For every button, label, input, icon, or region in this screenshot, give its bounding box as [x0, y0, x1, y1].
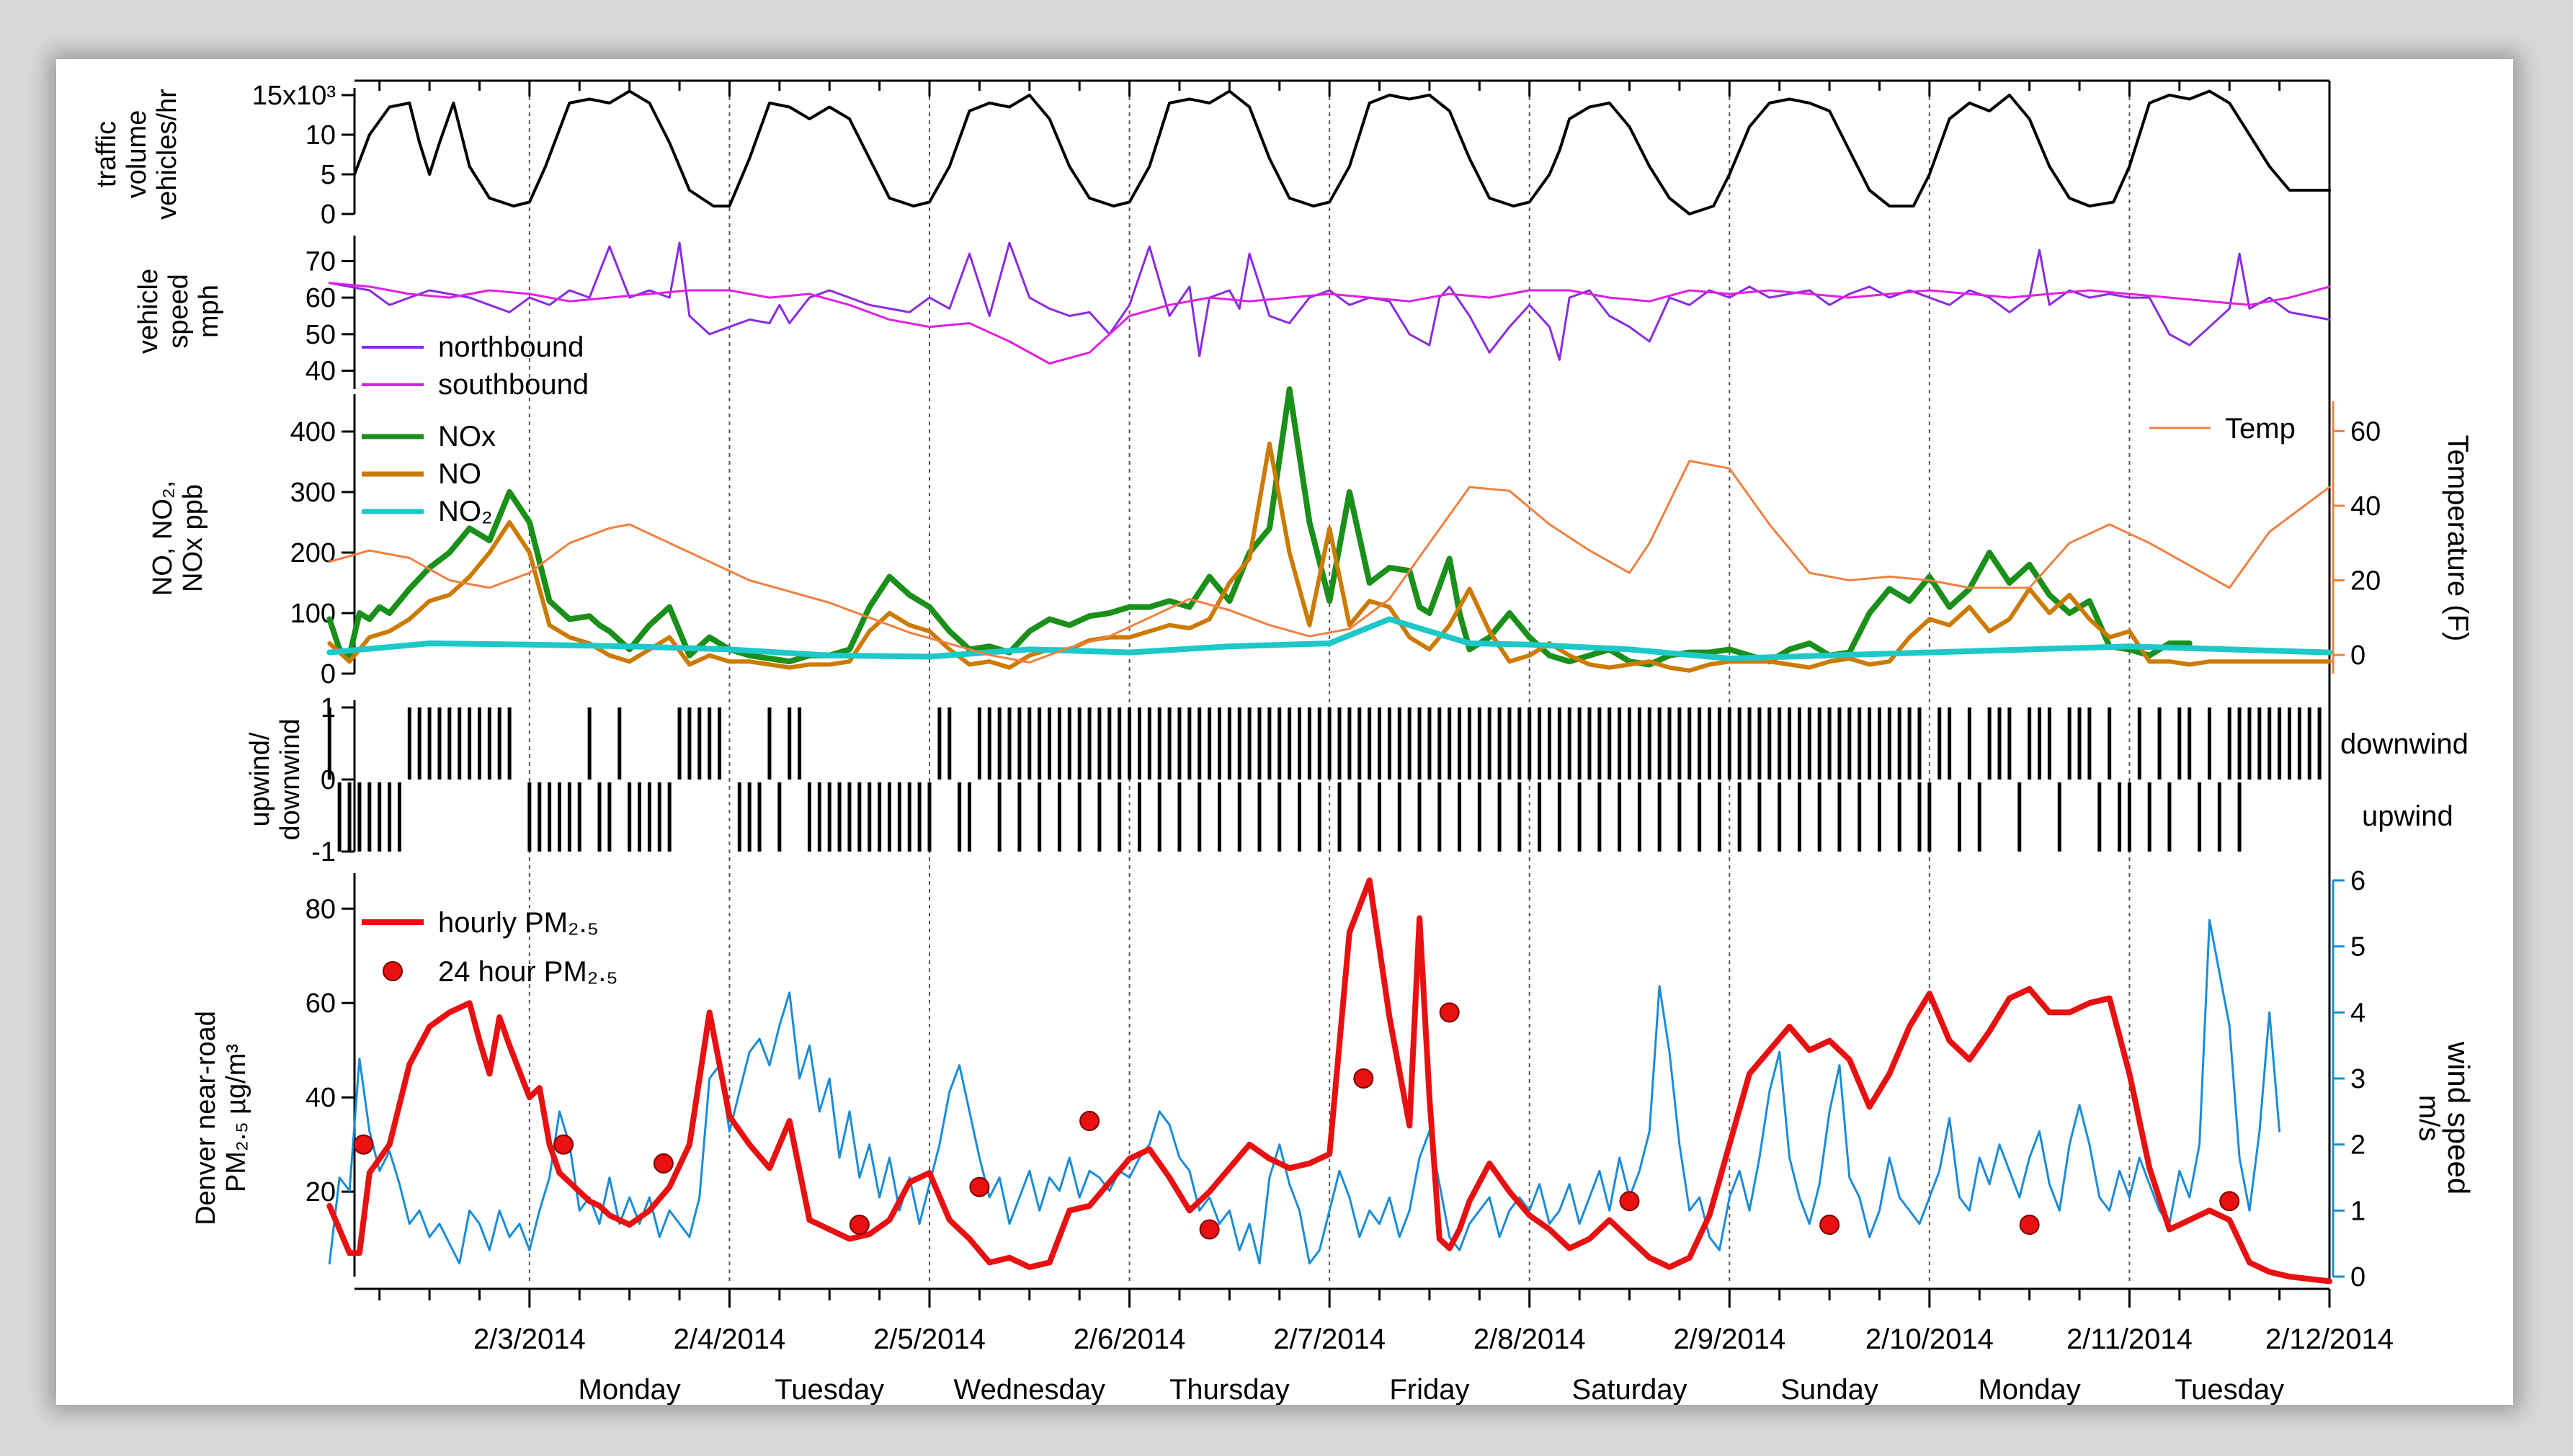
- daily-pm-marker: [2219, 1191, 2240, 1212]
- hourly-pm-line: [326, 877, 2332, 1285]
- speed-ylabel: mph: [194, 285, 224, 338]
- day-label: Sunday: [1780, 1374, 1878, 1405]
- wind-speed-unit: m/s: [2413, 1095, 2445, 1141]
- y-tick-label: 0: [321, 765, 336, 795]
- x-tick-label: 2/6/2014: [1074, 1323, 1186, 1355]
- nox-line-NOx: [326, 386, 2193, 668]
- y2-tick-label: 2: [2350, 1130, 2365, 1161]
- legend-label-NO₂: NO₂: [438, 496, 493, 527]
- daily-pm-marker: [2019, 1214, 2040, 1235]
- day-label: Thursday: [1169, 1374, 1290, 1405]
- y-tick-label: 300: [290, 478, 336, 508]
- y-tick-label: 50: [306, 320, 336, 350]
- y2-tick-label: 0: [2350, 640, 2365, 671]
- y-tick-label: 200: [290, 538, 336, 568]
- y2-tick-label: 1: [2350, 1196, 2365, 1226]
- legend-label-hourly-pm: hourly PM₂.₅: [438, 907, 599, 939]
- x-tick-label: 2/11/2014: [2066, 1323, 2193, 1355]
- legend-label-southbound: southbound: [438, 369, 589, 401]
- legend-label-daily-pm: 24 hour PM₂.₅: [438, 956, 618, 988]
- traffic-ylabel: vehicles/hr: [152, 89, 182, 220]
- wind-speed-ylabel: wind speed: [2442, 1041, 2476, 1194]
- day-label: Tuesday: [775, 1374, 884, 1405]
- x-tick-label: 2/7/2014: [1273, 1323, 1386, 1355]
- daily-pm-marker: [1199, 1219, 1220, 1240]
- wind-direction-ylabel: downwind: [275, 719, 306, 841]
- nox-ylabel: NO, NO₂,: [148, 481, 178, 596]
- y-tick-label: 15x10³: [252, 81, 336, 111]
- y2-tick-label: 20: [2350, 566, 2381, 597]
- y-tick-label: 20: [306, 1177, 336, 1207]
- y2-tick-label: 40: [2350, 491, 2381, 522]
- nox-line-Temp: [328, 460, 2331, 664]
- day-label: Monday: [579, 1374, 681, 1405]
- x-tick-label: 2/8/2014: [1473, 1323, 1586, 1355]
- day-label: Monday: [1978, 1374, 2080, 1405]
- traffic-ylabel: volume: [122, 110, 152, 199]
- y2-tick-label: 4: [2350, 998, 2365, 1028]
- y2-tick-label: 3: [2350, 1064, 2365, 1094]
- y-tick-label: 70: [306, 246, 336, 277]
- x-tick-label: 2/12/2014: [2265, 1323, 2394, 1355]
- x-tick-label: 2/3/2014: [473, 1323, 586, 1355]
- wind-speed-line: [328, 919, 2281, 1265]
- daily-pm-marker: [1439, 1002, 1460, 1023]
- figure-frame: 2/3/2014 2/4/2014 2/5/2014 2/6/2014 2/7/2014…: [56, 59, 2513, 1405]
- y-tick-label: 5: [321, 160, 336, 190]
- y-tick-label: 80: [306, 894, 336, 924]
- traffic-line: [353, 89, 2331, 215]
- legend-label-temp: Temp: [2225, 413, 2296, 445]
- y2-tick-label: 60: [2350, 416, 2381, 447]
- y2-tick-label: 6: [2350, 866, 2365, 896]
- nox-line-NO₂: [326, 616, 2332, 661]
- daily-pm-marker: [1619, 1191, 1640, 1212]
- y2-tick-label: 0: [2350, 1262, 2365, 1292]
- daily-pm-marker: [849, 1214, 870, 1235]
- speed-line-southbound: [328, 282, 2331, 365]
- legend-label-NO: NO: [438, 458, 481, 490]
- daily-pm-marker: [1819, 1214, 1840, 1235]
- speed-ylabel: speed: [164, 274, 194, 349]
- wind-direction-ylabel: upwind/: [245, 732, 275, 826]
- day-label: Saturday: [1571, 1374, 1687, 1405]
- chart: 2/3/2014 2/4/2014 2/5/2014 2/6/2014 2/7/2014…: [92, 79, 2476, 1405]
- legend-label-NOx: NOx: [438, 421, 496, 452]
- nox-ylabel: NOx ppb: [178, 484, 208, 592]
- y-tick-label: 40: [306, 1083, 336, 1113]
- daily-pm-marker: [353, 1134, 374, 1155]
- downwind-label: downwind: [2340, 728, 2469, 760]
- speed-ylabel: vehicle: [133, 269, 164, 354]
- daily-pm-marker: [969, 1176, 990, 1197]
- x-tick-label: 2/10/2014: [1865, 1323, 1994, 1355]
- day-label: Tuesday: [2175, 1374, 2284, 1405]
- pm-ylabel: PM₂.₅ µg/m³: [221, 1044, 251, 1192]
- y-tick-label: 0: [321, 200, 336, 230]
- x-tick-label: 2/4/2014: [674, 1323, 786, 1355]
- daily-pm-marker: [1079, 1110, 1100, 1131]
- y-tick-label: 40: [306, 357, 336, 387]
- y-tick-label: 0: [321, 659, 336, 689]
- y-tick-label: 400: [290, 417, 336, 447]
- y-tick-label: 60: [306, 283, 336, 313]
- daily-pm-marker: [553, 1134, 574, 1155]
- legend-label-northbound: northbound: [438, 331, 584, 363]
- nox-line-NO: [327, 441, 2332, 673]
- pm-ylabel: Denver near-road: [191, 1011, 221, 1225]
- day-label: Friday: [1389, 1374, 1469, 1405]
- y-tick-label: 60: [306, 988, 336, 1019]
- upwind-label: upwind: [2362, 800, 2453, 832]
- y2-tick-label: 5: [2350, 932, 2365, 963]
- temp-ylabel: Temperature (F): [2442, 435, 2474, 642]
- traffic-ylabel: traffic: [92, 121, 122, 187]
- daily-pm-marker: [1353, 1068, 1374, 1089]
- day-label: Wednesday: [954, 1374, 1106, 1405]
- x-tick-label: 2/5/2014: [873, 1323, 986, 1355]
- y-tick-label: -1: [311, 837, 336, 867]
- x-tick-label: 2/9/2014: [1673, 1323, 1785, 1355]
- legend-swatch: [383, 961, 403, 981]
- daily-pm-marker: [653, 1153, 674, 1174]
- y-tick-label: 10: [306, 120, 336, 151]
